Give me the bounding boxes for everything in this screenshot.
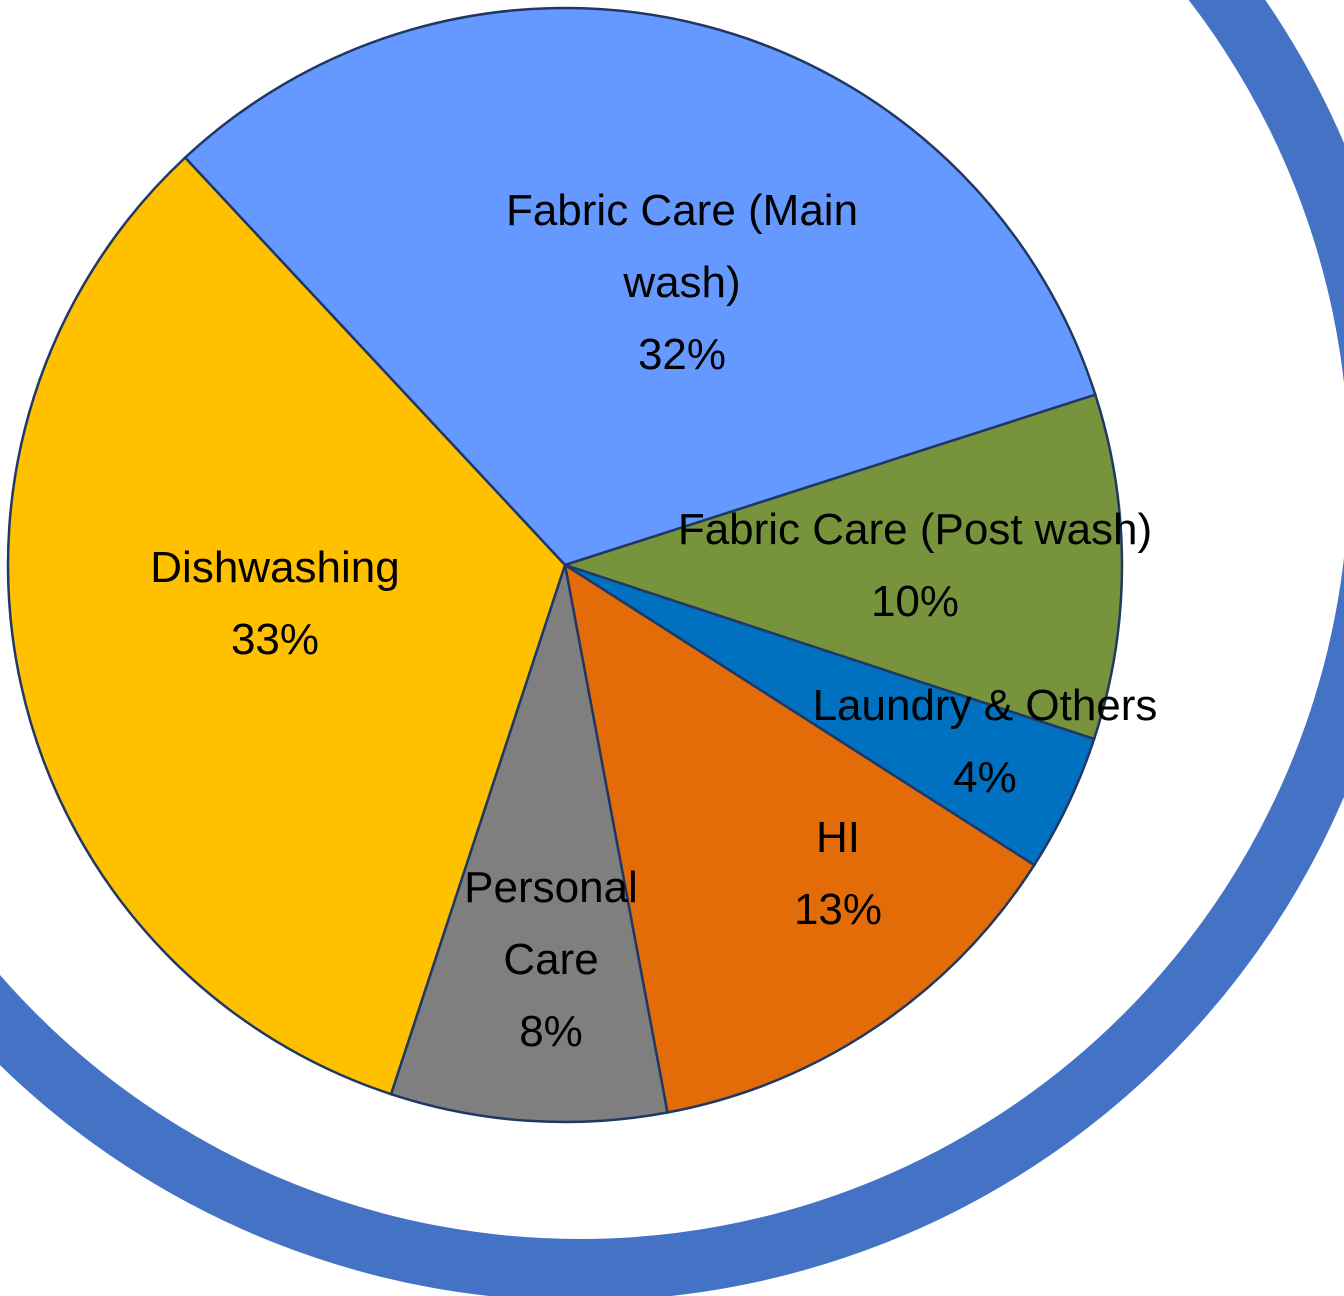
slice-value-label: 8% xyxy=(519,1007,583,1056)
slice-label: Fabric Care (Main wash) xyxy=(505,186,859,307)
slice-label: Laundry & Others xyxy=(812,681,1158,730)
slice-value-label: 32% xyxy=(637,330,727,379)
slice-label: Dishwashing xyxy=(150,543,400,592)
slice-label: Personal Care xyxy=(464,863,638,984)
slice-value-label: 13% xyxy=(793,885,883,934)
pie-slice xyxy=(563,562,1036,1114)
slice-value-label: 33% xyxy=(230,615,320,664)
pie-slice xyxy=(389,564,669,1124)
slice-label: Fabric Care (Post wash) xyxy=(677,505,1153,554)
slice-value-label: 10% xyxy=(870,577,960,626)
slice-value-label: 4% xyxy=(953,753,1017,802)
pie-slice xyxy=(183,6,1097,567)
slice-label: HI xyxy=(816,813,860,862)
pie-slice xyxy=(6,155,567,1096)
pie-slice xyxy=(560,393,1124,741)
